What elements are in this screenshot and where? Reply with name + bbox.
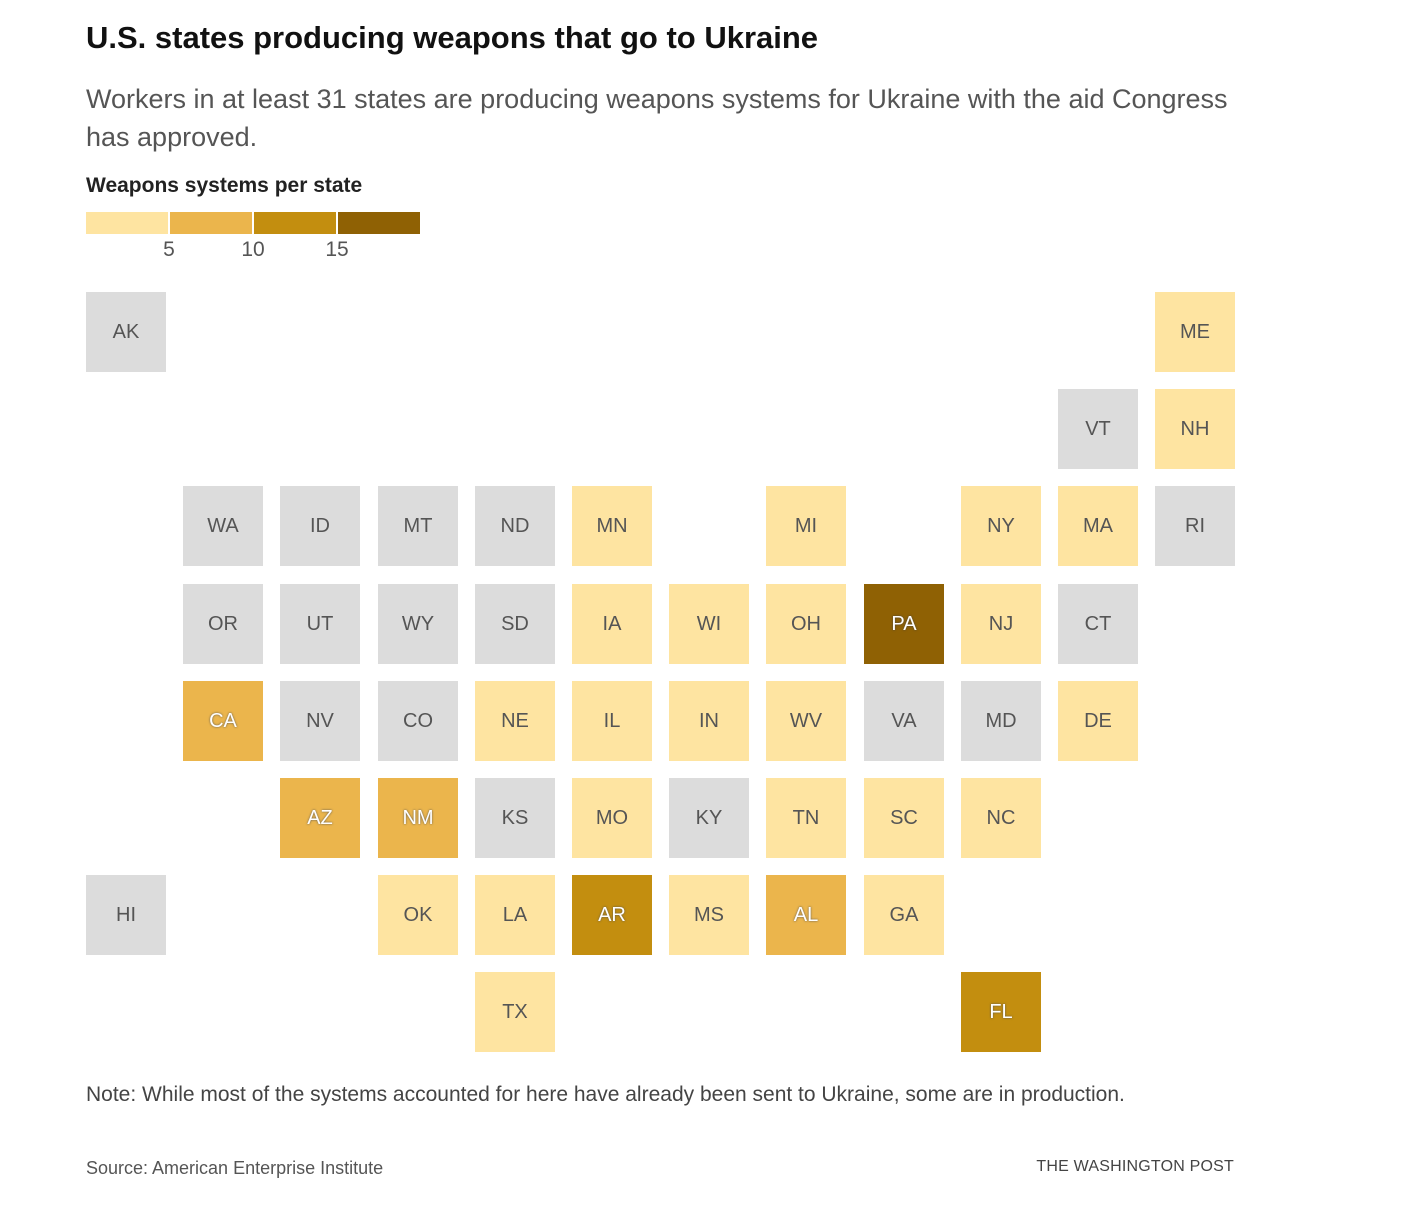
state-tile-wi: WI	[669, 584, 749, 664]
legend-swatch	[170, 212, 252, 234]
state-tile-il: IL	[572, 681, 652, 761]
state-tile-nj: NJ	[961, 584, 1041, 664]
state-tile-pa: PA	[864, 584, 944, 664]
state-tile-ri: RI	[1155, 486, 1235, 566]
source-line: Source: American Enterprise Institute	[86, 1158, 384, 1178]
state-tile-mi: MI	[766, 486, 846, 566]
legend-tick-label: 15	[325, 238, 349, 261]
state-tile-tx: TX	[475, 972, 555, 1052]
chart-subtitle: Workers in at least 31 states are produc…	[86, 84, 1228, 152]
state-tile-nh: NH	[1155, 389, 1235, 469]
state-tile-nv: NV	[280, 681, 360, 761]
state-tile-nd: ND	[475, 486, 555, 566]
state-tile-ca: CA	[183, 681, 263, 761]
state-tile-ia: IA	[572, 584, 652, 664]
state-tile-ms: MS	[669, 875, 749, 955]
state-tile-wa: WA	[183, 486, 263, 566]
chart-title: U.S. states producing weapons that go to…	[86, 20, 819, 55]
publisher-credit: THE WASHINGTON POST	[1036, 1158, 1234, 1175]
state-tile-ok: OK	[378, 875, 458, 955]
state-tile-va: VA	[864, 681, 944, 761]
footnote: Note: While most of the systems accounte…	[86, 1083, 1125, 1106]
state-tile-la: LA	[475, 875, 555, 955]
state-tile-al: AL	[766, 875, 846, 955]
state-tile-wv: WV	[766, 681, 846, 761]
state-tile-nm: NM	[378, 778, 458, 858]
state-tile-me: ME	[1155, 292, 1235, 372]
state-tile-ny: NY	[961, 486, 1041, 566]
state-tile-oh: OH	[766, 584, 846, 664]
state-tile-az: AZ	[280, 778, 360, 858]
state-tile-tn: TN	[766, 778, 846, 858]
state-tile-ga: GA	[864, 875, 944, 955]
state-tile-de: DE	[1058, 681, 1138, 761]
state-tile-ne: NE	[475, 681, 555, 761]
state-tile-sc: SC	[864, 778, 944, 858]
legend-tick-label: 10	[241, 238, 265, 261]
state-tile-ma: MA	[1058, 486, 1138, 566]
state-tile-fl: FL	[961, 972, 1041, 1052]
legend-swatch	[254, 212, 336, 234]
state-tile-mt: MT	[378, 486, 458, 566]
legend-tick-label: 5	[163, 238, 175, 261]
legend-title: Weapons systems per state	[86, 174, 363, 197]
state-tile-ar: AR	[572, 875, 652, 955]
state-tile-ut: UT	[280, 584, 360, 664]
state-tile-mo: MO	[572, 778, 652, 858]
state-tile-vt: VT	[1058, 389, 1138, 469]
state-tile-co: CO	[378, 681, 458, 761]
state-tile-md: MD	[961, 681, 1041, 761]
state-tile-hi: HI	[86, 875, 166, 955]
state-tile-in: IN	[669, 681, 749, 761]
state-tile-ak: AK	[86, 292, 166, 372]
state-tile-sd: SD	[475, 584, 555, 664]
legend-swatch	[338, 212, 420, 234]
state-tile-nc: NC	[961, 778, 1041, 858]
state-tile-wy: WY	[378, 584, 458, 664]
state-tile-or: OR	[183, 584, 263, 664]
state-tile-ct: CT	[1058, 584, 1138, 664]
state-tile-ks: KS	[475, 778, 555, 858]
legend-swatch	[86, 212, 168, 234]
state-tile-id: ID	[280, 486, 360, 566]
state-tile-ky: KY	[669, 778, 749, 858]
state-tile-mn: MN	[572, 486, 652, 566]
